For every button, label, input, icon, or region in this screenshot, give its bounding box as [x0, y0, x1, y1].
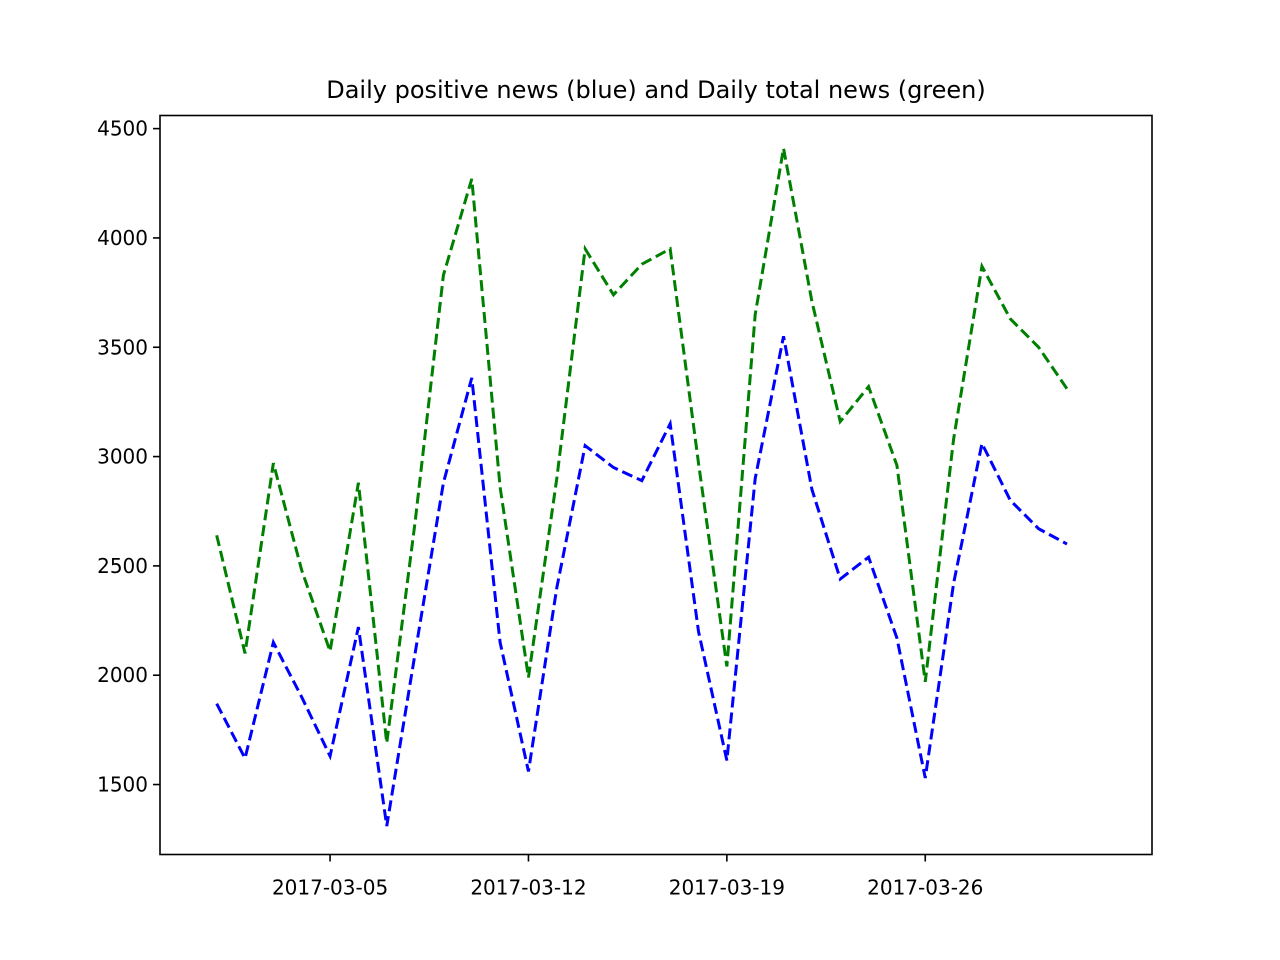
chart-title: Daily positive news (blue) and Daily tot…	[326, 76, 986, 104]
blue-series-line	[215, 336, 1068, 827]
x-tick-label: 2017-03-26	[867, 876, 983, 900]
y-tick-label: 1500	[97, 773, 148, 797]
x-tick-label: 2017-03-19	[669, 876, 785, 900]
series-group	[215, 148, 1069, 827]
green-series-line	[215, 148, 1069, 744]
y-tick-label: 3000	[97, 445, 148, 469]
x-tick-label: 2017-03-05	[272, 876, 388, 900]
y-tick-label: 4000	[97, 226, 148, 250]
x-tick-label: 2017-03-12	[470, 876, 586, 900]
y-tick-label: 4500	[97, 117, 148, 141]
y-tick-label: 2000	[97, 663, 148, 687]
y-tick-label: 3500	[97, 335, 148, 359]
plot-area-frame	[159, 114, 1153, 856]
axes: 1500 2000 2500 3000 3500 4000 4500 2017-03-05 20…	[97, 117, 983, 900]
y-tick-label: 2500	[97, 554, 148, 578]
